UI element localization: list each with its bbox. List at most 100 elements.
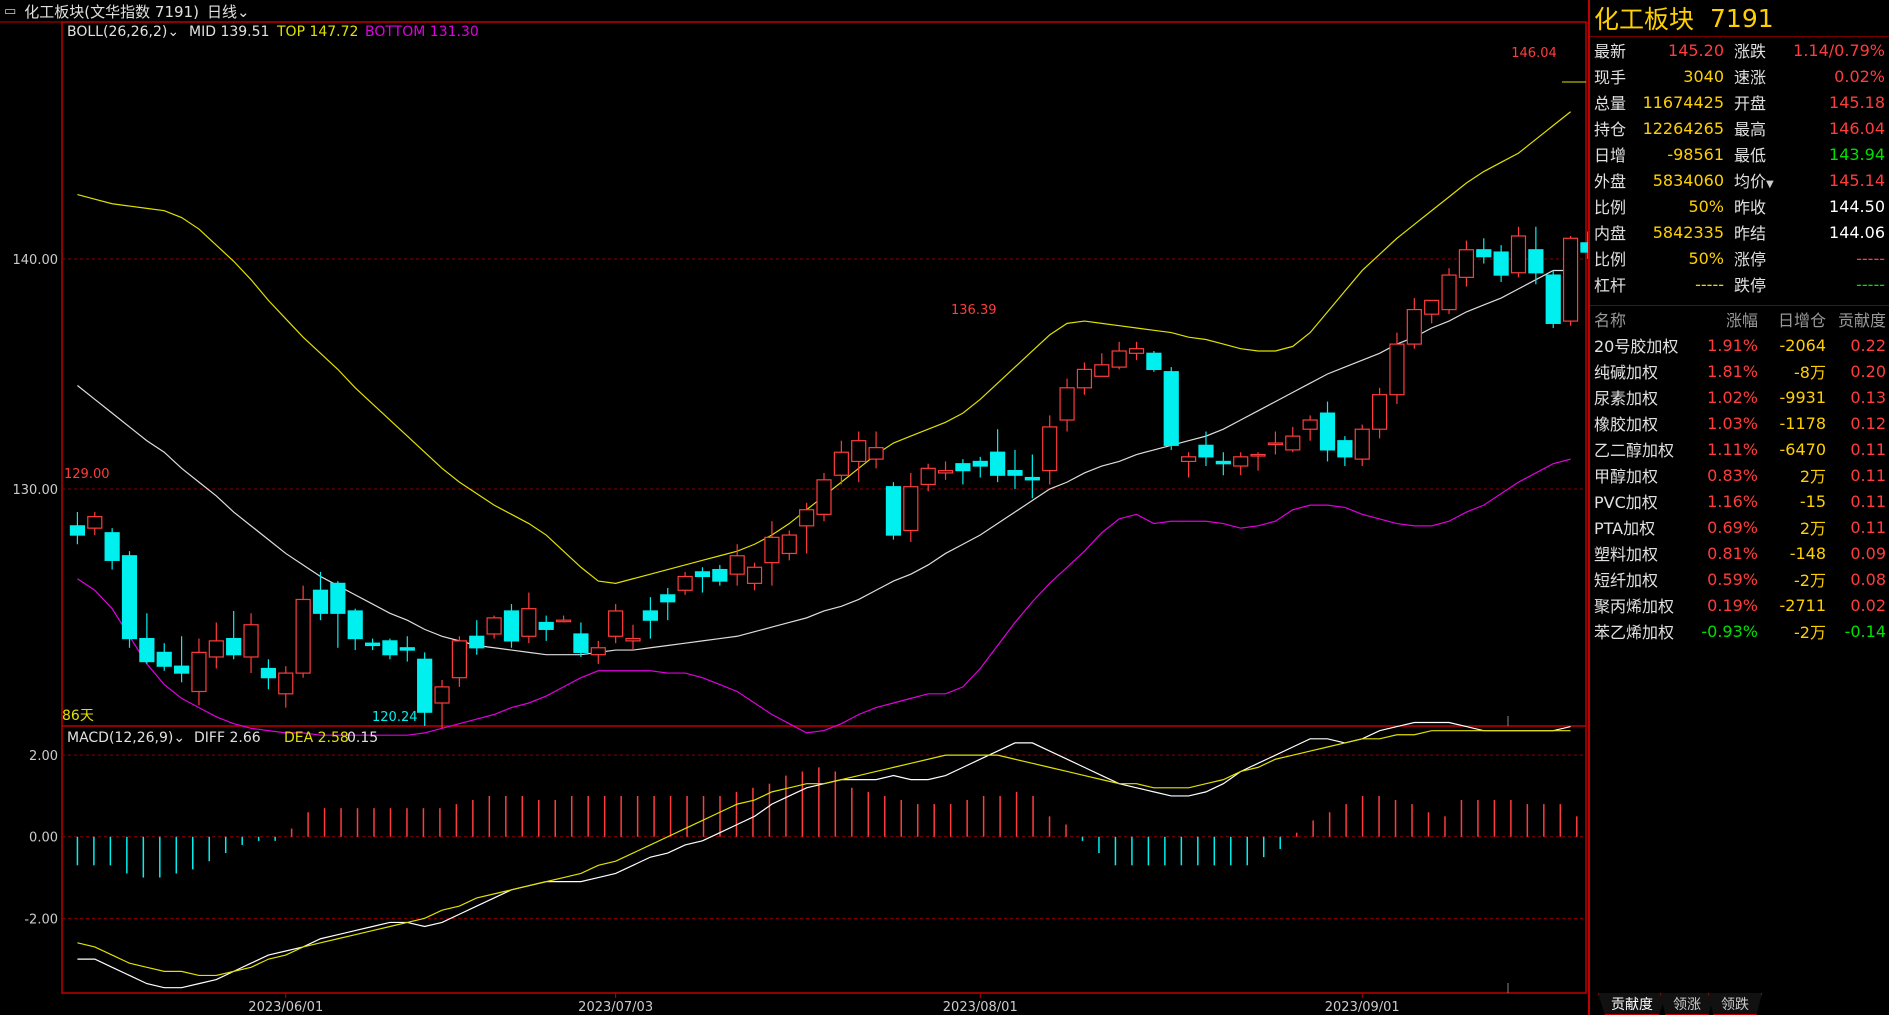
quote-label: 昨结 xyxy=(1734,224,1767,243)
table-row[interactable]: 20号胶加权 1.91% -2064 0.22 xyxy=(1590,332,1889,358)
candle-up xyxy=(1059,387,1075,421)
candle-down xyxy=(1528,249,1544,274)
component-oi-change: -2万 xyxy=(1794,623,1826,642)
quote-value: 5834060 xyxy=(1652,170,1724,190)
component-oi-change: -2万 xyxy=(1794,571,1826,590)
candle-up xyxy=(903,486,919,532)
plot-frame xyxy=(61,21,1587,994)
quote-label: 开盘 xyxy=(1734,94,1767,113)
component-change: 0.83% xyxy=(1707,465,1758,485)
candle-down xyxy=(1146,352,1162,370)
period-selector[interactable]: 日线⌄ xyxy=(206,2,250,21)
candle-up xyxy=(816,479,832,515)
candle-up xyxy=(295,598,311,674)
component-contribution: 0.11 xyxy=(1850,491,1886,511)
quote-cell: 最新 145.20 xyxy=(1590,37,1730,63)
quote-value: ----- xyxy=(1856,248,1885,268)
quote-cell: 速涨 0.02% xyxy=(1730,63,1889,89)
quote-cell: 外盘 5834060 xyxy=(1590,167,1730,193)
candle-down xyxy=(990,451,1006,476)
candle-down xyxy=(1024,476,1040,481)
days-count: 86天 xyxy=(62,708,94,724)
table-row[interactable]: 短纤加权 0.59% -2万 0.08 xyxy=(1590,566,1889,592)
candle-down xyxy=(1215,460,1231,465)
panel-tabs: 贡献度 领涨 领跌 xyxy=(1598,993,1762,1015)
component-change: 0.59% xyxy=(1707,569,1758,589)
candle-down xyxy=(660,594,676,603)
table-row[interactable]: 纯碱加权 1.81% -8万 0.20 xyxy=(1590,358,1889,384)
quote-value: 50% xyxy=(1688,248,1724,268)
quote-label: 现手 xyxy=(1594,68,1627,87)
quote-cell: 均价▼ 145.14 xyxy=(1730,167,1889,193)
table-row[interactable]: 橡胶加权 1.03% -1178 0.12 xyxy=(1590,410,1889,436)
candle-up xyxy=(1042,426,1058,472)
candle-down xyxy=(694,571,711,578)
column-header[interactable]: 日增仓 xyxy=(1777,311,1826,330)
panel-title: 化工板块 7191 xyxy=(1590,0,1889,37)
quote-label: 比例 xyxy=(1594,250,1627,269)
quote-value: 3040 xyxy=(1683,66,1724,86)
table-row[interactable]: 聚丙烯加权 0.19% -2711 0.02 xyxy=(1590,592,1889,618)
component-contribution: 0.20 xyxy=(1850,361,1886,381)
component-oi-change: -1178 xyxy=(1779,413,1827,433)
peak-label: 136.39 xyxy=(951,303,997,318)
candle-up xyxy=(608,610,624,637)
candle-up xyxy=(191,651,207,693)
candle-up xyxy=(1389,343,1405,396)
quote-panel: 化工板块 7191 最新 145.20 涨跌 1.14/0.79% 现手 3040 速涨 0.… xyxy=(1588,0,1889,1015)
quote-label: 最高 xyxy=(1734,120,1767,139)
quote-cell: 持仓 12264265 xyxy=(1590,115,1730,141)
component-oi-change: -2064 xyxy=(1779,335,1827,355)
y-tick-label: 0.00 xyxy=(29,831,58,846)
quote-label: 速涨 xyxy=(1734,68,1767,87)
table-row[interactable]: 塑料加权 0.81% -148 0.09 xyxy=(1590,540,1889,566)
component-change: 1.02% xyxy=(1707,387,1758,407)
boll-top-value: TOP 147.72 xyxy=(276,24,358,40)
candle-up xyxy=(1302,419,1318,430)
quote-value: 145.18 xyxy=(1829,92,1885,112)
table-header: 名称 涨幅 日增仓 贡献度 xyxy=(1590,306,1889,332)
column-header[interactable]: 名称 xyxy=(1594,311,1627,330)
candle-down xyxy=(1337,440,1353,458)
candle-down xyxy=(573,633,589,653)
panel-tab[interactable]: 贡献度 xyxy=(1598,993,1666,1015)
quote-label: 跌停 xyxy=(1734,276,1767,295)
quote-cell: 现手 3040 xyxy=(1590,63,1730,89)
table-row[interactable]: PVC加权 1.16% -15 0.11 xyxy=(1590,488,1889,514)
chart-title-bar: ▭ 化工板块(文华指数 7191) 日线⌄ xyxy=(0,0,1590,22)
table-row[interactable]: 甲醇加权 0.83% 2万 0.11 xyxy=(1590,462,1889,488)
table-row[interactable]: PTA加权 0.69% 2万 0.11 xyxy=(1590,514,1889,540)
y-tick-label: 2.00 xyxy=(29,749,58,764)
candle-down xyxy=(1493,251,1509,276)
component-contribution: 0.11 xyxy=(1850,517,1886,537)
component-oi-change: -9931 xyxy=(1779,387,1827,407)
table-row[interactable]: 尿素加权 1.02% -9931 0.13 xyxy=(1590,384,1889,410)
candle-up xyxy=(1181,456,1197,463)
column-header[interactable]: 涨幅 xyxy=(1725,311,1758,330)
macd-hist-value: 0.15 xyxy=(347,730,378,746)
component-contribution: 0.08 xyxy=(1850,569,1886,589)
candle-up xyxy=(1128,348,1145,354)
caret-down-icon[interactable]: ▼ xyxy=(1766,179,1774,190)
candle-up xyxy=(1406,308,1422,345)
candle-down xyxy=(1319,412,1336,451)
panel-tab[interactable]: 领跌 xyxy=(1708,993,1762,1015)
panel-tab[interactable]: 领涨 xyxy=(1660,993,1714,1015)
table-row[interactable]: 苯乙烯加权 -0.93% -2万 -0.14 xyxy=(1590,618,1889,644)
component-change: 0.81% xyxy=(1707,543,1758,563)
component-name: 甲醇加权 xyxy=(1594,467,1659,486)
kline-chart[interactable]: 130.00 140.00 2.00 0.00 -2.00 2023/06/01 2023/… xyxy=(0,0,1588,1015)
quote-label: 最新 xyxy=(1594,42,1627,61)
window-icon[interactable]: ▭ xyxy=(4,3,17,19)
candle-up xyxy=(451,640,467,679)
quote-cell: 总量 11674425 xyxy=(1590,89,1730,115)
component-contribution: 0.11 xyxy=(1850,439,1886,459)
component-oi-change: -15 xyxy=(1799,491,1826,511)
candle-down xyxy=(69,525,86,536)
table-row[interactable]: 乙二醇加权 1.11% -6470 0.11 xyxy=(1590,436,1889,462)
quote-cell: 杠杆 ----- xyxy=(1590,271,1730,297)
quote-value: 145.20 xyxy=(1668,40,1724,60)
column-header[interactable]: 贡献度 xyxy=(1837,311,1886,330)
instrument-title[interactable]: 化工板块(文华指数 7191) xyxy=(24,2,199,21)
candle-down xyxy=(330,582,346,614)
